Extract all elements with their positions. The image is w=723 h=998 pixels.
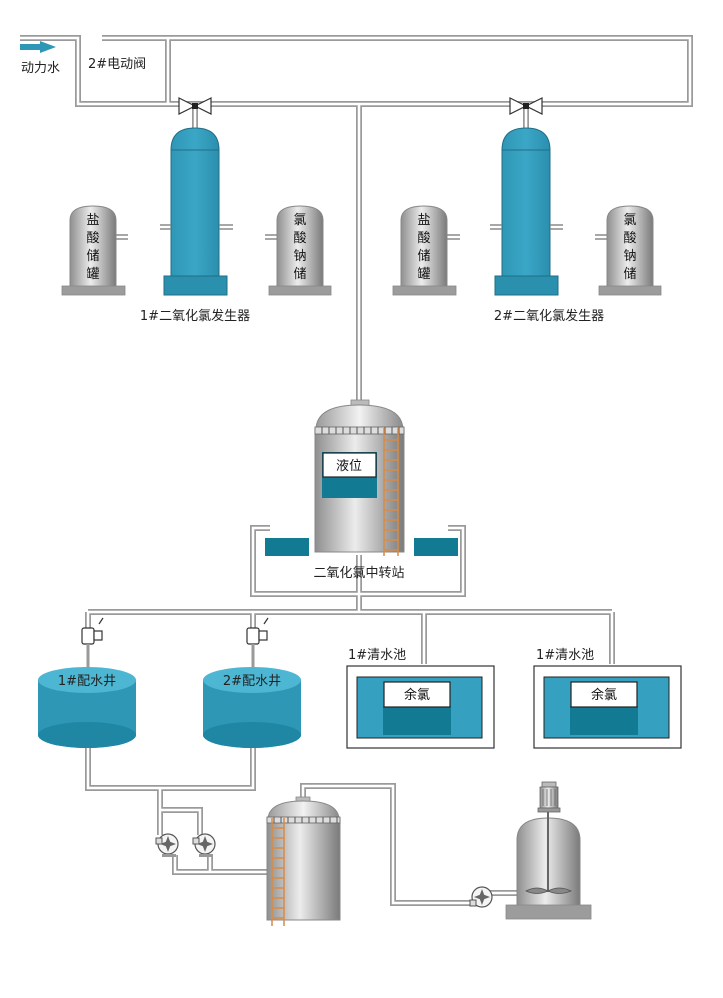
clear-water-pool-1[interactable]: 余氯 [346,665,495,749]
flow-arrow-shaft [20,44,40,50]
pool2-label: 1#清水池 [536,648,594,663]
distribution-well-2[interactable] [203,667,301,748]
well2-label: 2#配水井 [223,674,281,689]
svg-text:酸: 酸 [623,231,636,246]
transfer-pump-right[interactable] [414,538,458,556]
svg-text:罐: 罐 [417,267,430,282]
power-water-inlet: 动力水 [20,41,60,76]
svg-text:罐: 罐 [86,267,99,282]
flow-arrow-icon [40,41,56,53]
svg-text:氯: 氯 [623,213,636,228]
svg-text:酸: 酸 [293,231,306,246]
ladder [271,818,285,926]
svg-text:储: 储 [417,249,430,264]
dosing-valve-icon[interactable] [81,617,104,668]
centrifugal-pump-icon[interactable] [192,833,216,857]
residual-chlorine-label-2: 余氯 [591,687,617,703]
generator1-label: 1#二氧化氯发生器 [140,308,250,324]
butterfly-valve-icon[interactable] [509,97,543,115]
generator2-label: 2#二氧化氯发生器 [494,308,604,324]
level-indicator[interactable]: 液位 [322,452,377,498]
distribution-well-1[interactable] [38,667,136,748]
mixer-motor-icon[interactable] [537,781,561,813]
chlorine-dioxide-generator-1[interactable] [160,127,233,296]
sodium-chlorate-storage-tank-1[interactable]: 氯 酸 钠 储 [265,205,332,296]
level-label: 液位 [336,459,362,474]
svg-text:酸: 酸 [417,231,430,246]
ladder [383,428,399,556]
transfer-station-label: 二氧化氯中转站 [313,566,404,581]
svg-text:储: 储 [623,267,636,282]
centrifugal-pump-icon[interactable] [469,886,493,908]
sodium-chlorate-storage-tank-2[interactable]: 氯 酸 钠 储 [595,205,662,296]
pipe-network-inner [20,36,692,905]
chlorine-dioxide-generator-2[interactable] [490,127,563,296]
mixing-tank[interactable] [505,810,592,920]
residual-chlorine-label-1: 余氯 [404,687,430,703]
svg-text:盐: 盐 [417,213,430,228]
hcl-storage-tank-2[interactable]: 盐 酸 储 罐 [392,205,460,296]
butterfly-valve-icon[interactable] [178,97,212,115]
centrifugal-pump-icon[interactable] [155,833,179,857]
svg-text:钠: 钠 [623,249,636,264]
svg-text:储: 储 [293,267,306,282]
dosing-valve-icon[interactable] [246,617,269,668]
transfer-pump-left[interactable] [265,538,309,556]
svg-text:酸: 酸 [86,231,99,246]
svg-text:储: 储 [86,249,99,264]
well1-label: 1#配水井 [58,674,116,689]
hcl-storage-tank-1[interactable]: 盐 酸 储 罐 [61,205,128,296]
svg-text:盐: 盐 [86,213,99,228]
clear-water-pool-2[interactable]: 余氯 [533,665,682,749]
svg-text:钠: 钠 [293,249,306,264]
pool1-label: 1#清水池 [348,648,406,663]
valve2-label: 2#电动阀 [88,57,146,72]
storage-tank[interactable] [266,796,341,921]
svg-text:氯: 氯 [293,213,306,228]
power-water-label: 动力水 [21,61,60,76]
